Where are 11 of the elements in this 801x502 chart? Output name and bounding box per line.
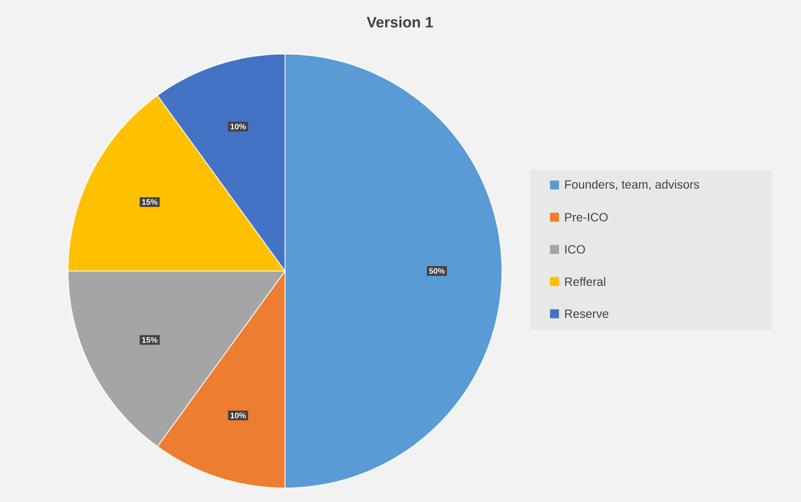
data-label: 15% (142, 199, 158, 205)
data-label: 15% (142, 337, 158, 343)
data-label: 50% (429, 268, 445, 274)
chart-title: Version 1 (366, 16, 433, 28)
data-label: 10% (230, 412, 246, 418)
legend-label: Founders, team, advisors (565, 180, 700, 190)
legend-label: Pre-ICO (565, 212, 608, 222)
data-label: 10% (230, 124, 246, 130)
legend-label: Refferal (565, 277, 606, 286)
legend-label: ICO (565, 245, 585, 254)
legend-label: Reserve (565, 310, 608, 318)
